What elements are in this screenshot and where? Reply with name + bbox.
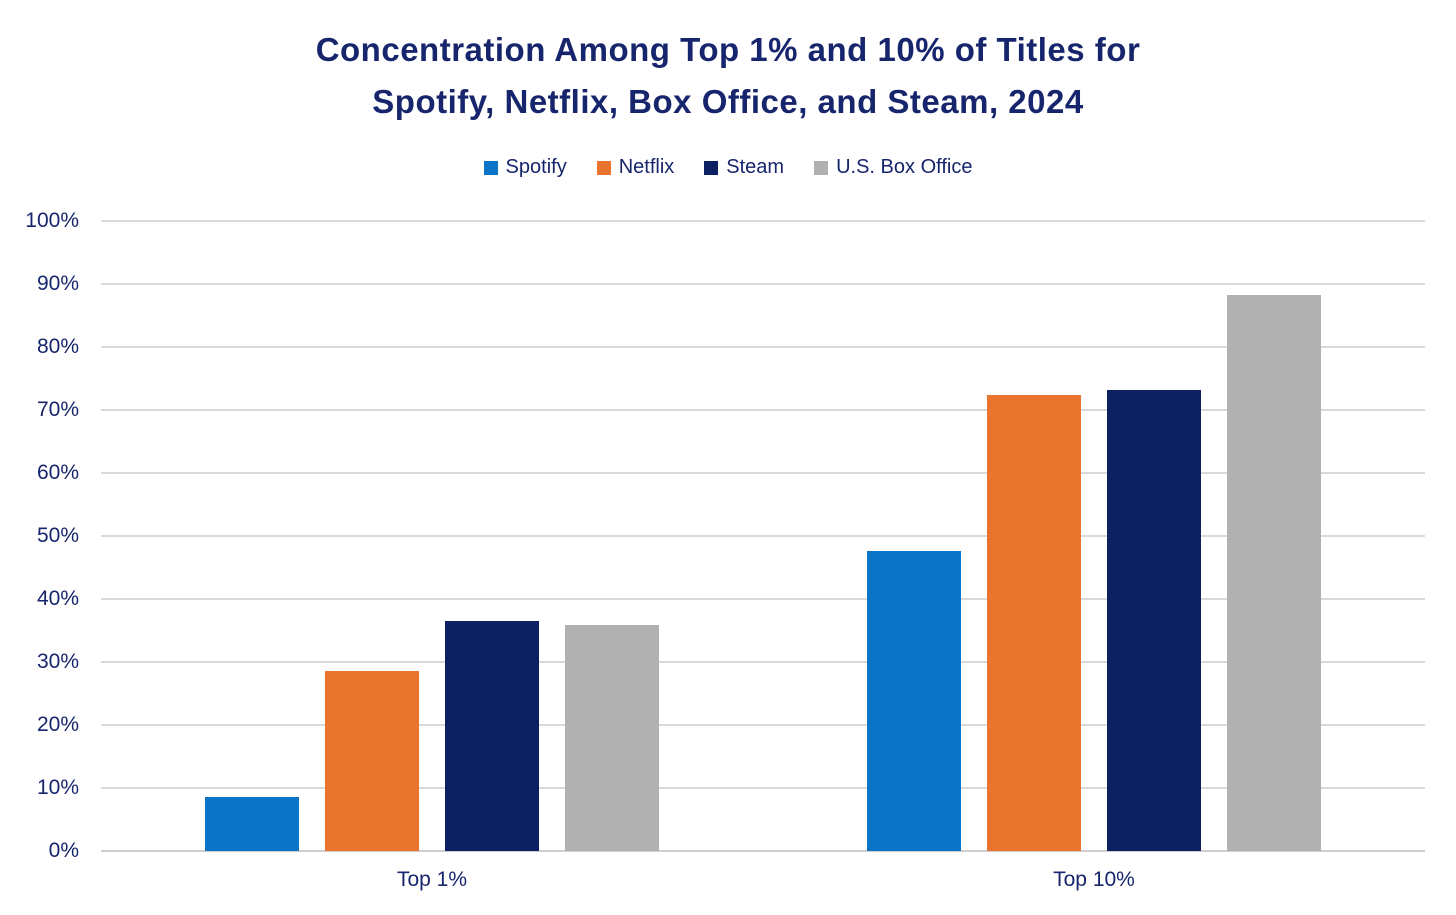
gridline-40 — [101, 598, 1425, 600]
legend: Spotify Netflix Steam U.S. Box Office — [0, 156, 1456, 179]
x-axis-category-label: Top 1% — [396, 868, 468, 891]
y-axis-tick-label: 0% — [48, 839, 79, 862]
y-axis-tick-label: 70% — [36, 398, 79, 421]
gridline-70 — [101, 409, 1425, 411]
legend-label: Steam — [726, 156, 785, 178]
x-axis-category-label: Top 10% — [1053, 868, 1135, 891]
y-axis-tick-label: 40% — [36, 587, 79, 610]
gridline-20 — [101, 724, 1425, 726]
chart-title-line2: Spotify, Netflix, Box Office, and Steam,… — [372, 83, 1084, 120]
y-axis-tick-label: 50% — [36, 524, 79, 547]
legend-label: Spotify — [505, 156, 567, 178]
gridline-90 — [101, 283, 1425, 285]
gridline-100 — [101, 220, 1425, 222]
bar-netflix-top-10 — [987, 395, 1081, 851]
y-axis-tick-label: 100% — [25, 209, 79, 232]
bar-steam-top-10 — [1107, 390, 1201, 851]
y-axis-tick-label: 30% — [36, 650, 79, 673]
chart-title-line1: Concentration Among Top 1% and 10% of Ti… — [315, 31, 1141, 68]
chart-title: Concentration Among Top 1% and 10% of Ti… — [0, 24, 1456, 128]
legend-item-netflix: Netflix — [596, 156, 675, 179]
bar-u-s-box-office-top-10 — [1227, 295, 1321, 851]
legend-swatch-icon — [704, 160, 719, 175]
gridline-50 — [101, 535, 1425, 537]
legend-item-spotify: Spotify — [483, 156, 567, 179]
legend-swatch-icon — [483, 160, 498, 175]
plot-area: 0% 10% 20% 30% 40% 50% 60% 70% 80% 90% 100% Top 1% T… — [25, 209, 1425, 891]
bar-spotify-top-10 — [867, 551, 961, 851]
legend-label: U.S. Box Office — [836, 156, 973, 178]
legend-item-steam: Steam — [704, 156, 784, 179]
gridline-60 — [101, 472, 1425, 474]
y-axis-tick-label: 20% — [36, 713, 79, 736]
bar-u-s-box-office-top-1 — [565, 625, 659, 851]
y-axis-tick-label: 80% — [36, 335, 79, 358]
legend-item-u-s-box-office: U.S. Box Office — [814, 156, 972, 179]
gridline-10 — [101, 787, 1425, 789]
y-axis-tick-label: 90% — [36, 272, 79, 295]
gridline-0 — [101, 850, 1425, 852]
y-axis-tick-label: 10% — [36, 776, 79, 799]
gridline-30 — [101, 661, 1425, 663]
y-axis-tick-label: 60% — [36, 461, 79, 484]
legend-swatch-icon — [814, 160, 829, 175]
bar-steam-top-1 — [445, 621, 539, 851]
gridline-80 — [101, 346, 1425, 348]
legend-label: Netflix — [618, 156, 675, 178]
legend-swatch-icon — [596, 160, 611, 175]
bar-spotify-top-1 — [205, 797, 299, 851]
bar-netflix-top-1 — [325, 671, 419, 851]
